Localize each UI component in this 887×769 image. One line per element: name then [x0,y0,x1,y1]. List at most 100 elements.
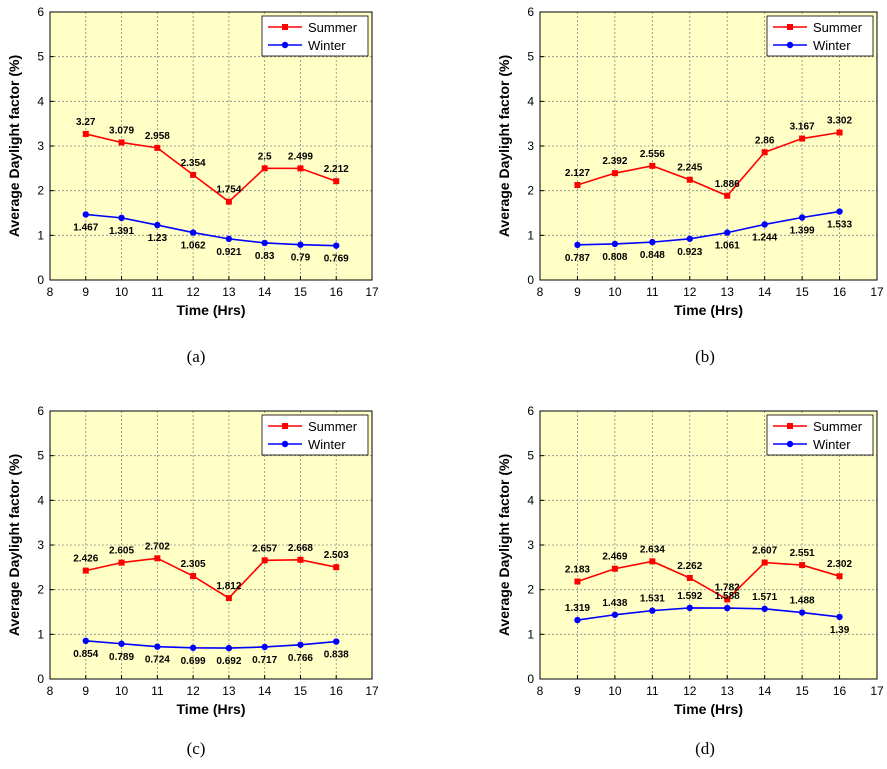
data-label-winter: 1.062 [181,241,206,252]
data-label-summer: 2.212 [324,164,349,175]
data-point-summer [799,562,806,569]
data-point-summer [611,170,618,177]
x-tick-label: 12 [683,684,697,698]
data-label-summer: 2.556 [640,149,665,160]
data-label-summer: 2.5 [258,151,272,162]
y-tick-label: 5 [37,50,44,64]
data-label-winter: 0.923 [677,247,702,258]
y-tick-label: 4 [527,493,534,507]
data-point-winter [297,241,304,248]
y-tick-label: 4 [37,493,44,507]
series-line-summer [85,557,337,600]
data-label-winter: 1.399 [790,226,815,237]
data-label-summer: 3.167 [790,122,815,133]
x-tick-label: 14 [758,684,772,698]
y-tick-label: 2 [37,184,44,198]
x-tick-label: 11 [151,285,164,299]
y-tick-label: 5 [37,449,44,463]
data-point-summer [686,176,693,183]
data-label-winter: 1.438 [602,598,627,609]
data-point-winter [333,638,340,645]
legend-label-winter: Winter [308,38,346,53]
x-tick-label: 14 [258,285,272,299]
y-tick-label: 6 [527,5,534,19]
legend-marker-summer [787,423,793,429]
data-point-summer [261,557,268,564]
data-label-summer: 2.702 [145,541,170,552]
data-point-summer [190,573,197,580]
y-tick-label: 6 [37,404,44,418]
data-point-winter [333,242,340,249]
x-axis-title: Time (Hrs) [177,701,246,717]
legend-label-summer: Summer [308,20,358,35]
data-label-summer: 1.886 [715,179,740,190]
data-label-summer: 2.183 [565,564,590,575]
y-tick-label: 5 [527,449,534,463]
y-tick-label: 3 [527,538,534,552]
series-line-winter [85,640,337,649]
y-tick-label: 0 [37,672,44,686]
x-tick-label: 17 [870,684,884,698]
x-tick-label: 15 [294,684,308,698]
y-tick-label: 1 [527,228,534,242]
data-point-summer [297,165,304,172]
data-point-summer [333,564,340,571]
data-label-winter: 1.319 [565,603,590,614]
data-point-winter [611,611,619,618]
data-point-winter [189,644,197,651]
data-point-summer [261,165,268,172]
y-tick-label: 4 [527,94,534,108]
x-tick-label: 8 [537,285,544,299]
data-point-summer [836,129,843,136]
legend-label-winter: Winter [813,38,851,53]
x-tick-label: 8 [537,684,544,698]
data-point-summer [333,178,340,185]
x-tick-label: 14 [758,285,772,299]
data-point-summer [118,559,125,566]
data-label-summer: 3.27 [76,117,96,128]
x-tick-label: 16 [833,684,847,698]
data-label-winter: 1.061 [715,241,740,252]
data-point-winter [761,221,768,228]
panel-caption: (d) [695,739,715,758]
data-point-winter [82,637,89,645]
data-label-summer: 2.499 [288,151,313,162]
x-axis-title: Time (Hrs) [177,302,246,318]
y-tick-label: 0 [527,672,534,686]
panel-caption: (c) [187,739,206,758]
data-label-summer: 2.958 [145,131,170,142]
data-point-summer [836,573,843,580]
x-tick-label: 9 [574,684,581,698]
data-point-winter [836,613,843,621]
y-axis-title: Average Daylight factor (%) [496,454,512,636]
data-point-winter [118,640,125,647]
data-point-summer [574,578,581,585]
x-tick-label: 13 [721,684,735,698]
series-line-winter [577,607,840,621]
y-axis-title: Average Daylight factor (%) [6,55,22,237]
data-point-summer [225,198,232,205]
x-tick-label: 9 [574,285,581,299]
x-tick-label: 12 [186,684,200,698]
data-label-summer: 2.426 [73,554,98,565]
data-point-summer [82,130,89,137]
data-point-winter [297,641,304,648]
data-label-winter: 1.244 [752,232,777,243]
y-tick-label: 6 [527,404,534,418]
x-tick-label: 12 [683,285,697,299]
data-label-summer: 2.302 [827,559,852,570]
data-label-winter: 0.789 [109,652,134,663]
data-label-winter: 0.787 [565,253,590,264]
data-point-winter [686,235,693,242]
y-tick-label: 3 [527,139,534,153]
x-tick-label: 9 [82,285,89,299]
x-tick-label: 15 [795,684,809,698]
legend-label-winter: Winter [813,437,851,452]
data-point-winter [574,241,581,249]
series-line-summer [577,131,840,197]
y-tick-label: 0 [527,273,534,287]
data-point-winter [82,211,89,218]
x-tick-label: 13 [222,684,236,698]
legend-marker-winter [786,41,794,49]
